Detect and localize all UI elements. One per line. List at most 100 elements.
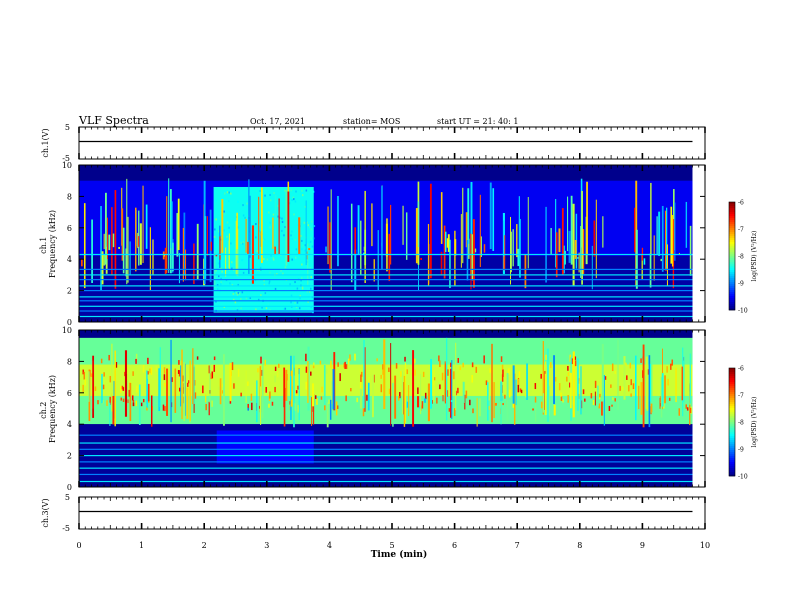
hum-line bbox=[79, 448, 693, 450]
emission-blotch bbox=[604, 376, 607, 380]
hiss-speckle bbox=[259, 233, 262, 236]
sferic-streak bbox=[323, 365, 326, 406]
sferic-streak bbox=[406, 401, 409, 408]
ch1-frequency-tick-labels: 0 2 4 6 8 10 bbox=[62, 161, 705, 327]
emission-blotch bbox=[632, 383, 635, 390]
hiss-speckle bbox=[232, 307, 235, 310]
sferic-streak bbox=[225, 247, 227, 277]
sferic-streak bbox=[377, 230, 379, 291]
emission-blotch bbox=[454, 408, 456, 417]
sferic-streak bbox=[386, 218, 388, 272]
sferic-streak bbox=[653, 235, 655, 281]
colorbar-swatch bbox=[729, 306, 735, 309]
sferic-streak bbox=[553, 355, 555, 404]
emission-blotch bbox=[382, 364, 384, 370]
emission-blotch bbox=[614, 398, 616, 402]
sferic-streak bbox=[440, 251, 443, 276]
hiss-speckle bbox=[284, 266, 287, 269]
sferic-streak bbox=[162, 251, 165, 260]
colorbar-swatch bbox=[729, 238, 735, 241]
emission-blotch bbox=[485, 380, 488, 386]
sferic-streak bbox=[666, 207, 668, 269]
sferic-streak bbox=[142, 185, 144, 264]
sferic-streak bbox=[105, 192, 107, 265]
colorbar-swatch bbox=[729, 440, 735, 443]
colorbar-swatch bbox=[729, 268, 735, 271]
sferic-streak bbox=[114, 350, 116, 427]
sferic-streak bbox=[445, 337, 448, 421]
figure-title: VLF Spectra bbox=[78, 114, 149, 127]
hiss-speckle bbox=[291, 188, 294, 191]
hiss-speckle bbox=[290, 234, 292, 237]
colorbar-swatch bbox=[729, 436, 735, 439]
colorbar-swatch bbox=[729, 404, 735, 407]
sferic-streak bbox=[285, 369, 288, 401]
ch2-colorbar: -6 -7 -8 -9 -10 log(PSD) (V²/Hz) bbox=[728, 366, 758, 481]
sferic-streak bbox=[249, 195, 251, 258]
emission-blotch bbox=[247, 381, 249, 386]
sferic-streak bbox=[146, 378, 148, 408]
sferic-streak bbox=[137, 232, 139, 249]
sferic-streak bbox=[186, 387, 189, 419]
hiss-speckle bbox=[239, 280, 241, 283]
sferic-streak bbox=[440, 192, 443, 244]
emission-blotch bbox=[276, 370, 279, 378]
colorbar-swatch bbox=[729, 430, 735, 433]
sferic-streak bbox=[168, 178, 170, 274]
sferic-streak bbox=[450, 368, 452, 418]
sferic-streak bbox=[601, 401, 603, 416]
sferic-streak bbox=[183, 212, 186, 276]
emission-blotch bbox=[667, 378, 669, 386]
sferic-streak bbox=[274, 246, 277, 255]
hiss-speckle bbox=[264, 308, 266, 311]
emission-blotch bbox=[359, 368, 361, 373]
emission-blotch bbox=[140, 402, 143, 407]
sferic-streak bbox=[129, 241, 131, 276]
sferic-streak bbox=[205, 394, 207, 403]
emission-blotch bbox=[82, 384, 84, 392]
sferic-streak bbox=[403, 375, 406, 427]
sferic-streak bbox=[219, 236, 221, 260]
colorbar-swatch bbox=[729, 464, 735, 467]
hiss-speckle bbox=[272, 213, 275, 216]
emission-blotch bbox=[488, 405, 490, 410]
sferic-streak bbox=[311, 383, 315, 407]
emission-blotch bbox=[305, 353, 307, 362]
sferic-streak bbox=[464, 394, 466, 410]
colorbar-swatch bbox=[729, 442, 735, 445]
emission-blotch bbox=[146, 405, 148, 411]
hiss-speckle bbox=[277, 204, 279, 207]
emission-blotch bbox=[666, 366, 668, 373]
emission-blotch bbox=[680, 366, 682, 372]
emission-blotch bbox=[630, 379, 632, 386]
colorbar-swatch bbox=[729, 458, 735, 461]
sferic-streak bbox=[135, 207, 137, 272]
emission-blotch bbox=[382, 368, 384, 375]
sferic-streak bbox=[582, 229, 585, 275]
colorbar-swatch bbox=[729, 460, 735, 463]
sferic-streak bbox=[100, 206, 102, 291]
hiss-speckle bbox=[220, 206, 222, 209]
hiss-speckle bbox=[256, 250, 258, 253]
hiss-speckle bbox=[282, 272, 284, 275]
emission-blotch bbox=[163, 367, 166, 374]
sferic-streak bbox=[278, 198, 280, 255]
hiss-speckle bbox=[304, 249, 307, 252]
emission-blotch bbox=[79, 379, 82, 387]
hiss-speckle bbox=[284, 250, 286, 253]
hiss-speckle bbox=[221, 270, 223, 273]
sferic-streak bbox=[545, 206, 547, 283]
sferic-streak bbox=[408, 385, 410, 417]
emission-blotch bbox=[109, 375, 112, 383]
time-axis-tick-labels: 0 1 2 3 4 5 6 7 8 9 10 bbox=[76, 541, 710, 550]
hiss-speckle bbox=[312, 190, 315, 193]
hiss-speckle bbox=[228, 224, 231, 227]
hiss-speckle bbox=[268, 280, 271, 283]
sferic-streak bbox=[177, 198, 180, 251]
sferic-streak bbox=[446, 238, 449, 248]
sferic-streak bbox=[576, 256, 579, 259]
sferic-streak bbox=[427, 383, 430, 422]
emission-blotch bbox=[500, 356, 503, 362]
sferic-streak bbox=[159, 347, 162, 408]
hiss-speckle bbox=[278, 195, 280, 198]
